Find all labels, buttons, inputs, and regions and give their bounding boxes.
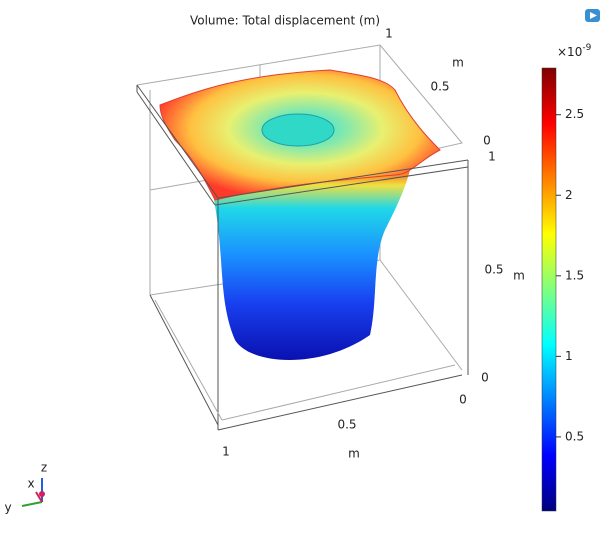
axis-label: 1 — [385, 27, 393, 41]
colorbar-tick-label: 1.5 — [565, 268, 584, 282]
triad-label: x — [27, 477, 34, 491]
axis-label: 1 — [488, 150, 496, 164]
axis-label: 0 — [481, 371, 489, 385]
plot-title: Volume: Total displacement (m) — [190, 14, 380, 28]
colorbar-tick-label: 1 — [565, 349, 573, 363]
colorbar-multiplier-base: ×10 — [557, 45, 582, 59]
axis-label: 0.5 — [337, 418, 356, 432]
axis-label: 0.5 — [484, 263, 503, 277]
axis-label: 0.5 — [430, 80, 449, 94]
axis-triad — [21, 478, 45, 507]
axis-label: m — [513, 269, 525, 283]
bounding-box-front — [136, 84, 469, 431]
colorbar-exponent: -9 — [582, 43, 591, 53]
toolbar-icon[interactable] — [585, 9, 600, 22]
colorbar-tick-label: 2 — [565, 188, 573, 202]
axis-label: 0 — [459, 393, 467, 407]
colorbar-tick-label: 2.5 — [565, 107, 584, 121]
triad-label: z — [41, 461, 47, 475]
axis-label: m — [348, 447, 360, 461]
triad-label: y — [4, 501, 11, 515]
axis-label: 0 — [483, 134, 491, 148]
hole — [261, 113, 335, 147]
solid-body — [214, 170, 410, 360]
colorbar-multiplier: ×10-9 — [557, 43, 592, 59]
colorbar — [541, 67, 557, 512]
colorbar-tick-label: 0.5 — [565, 429, 584, 443]
axis-label: m — [452, 56, 464, 70]
axis-label: 1 — [222, 445, 230, 459]
